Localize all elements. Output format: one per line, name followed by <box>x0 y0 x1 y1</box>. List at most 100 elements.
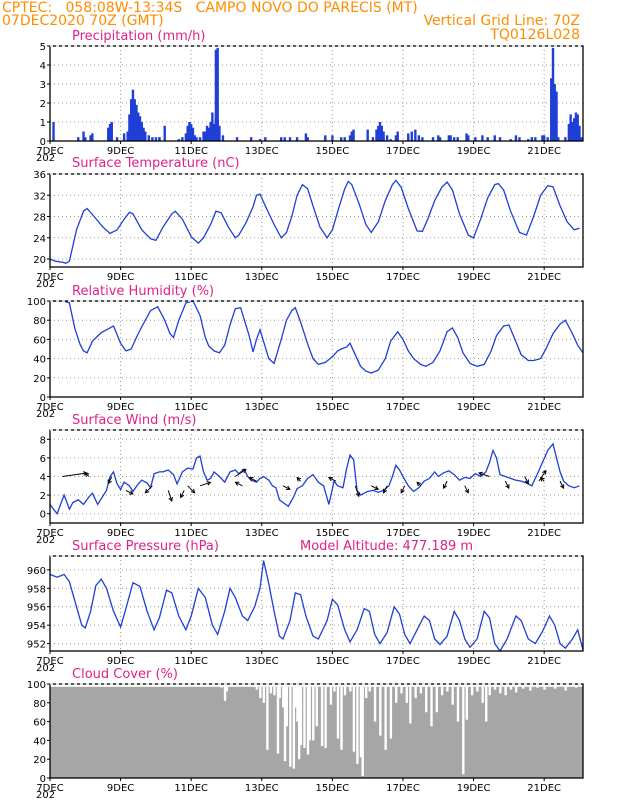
relative-humidity-ytick-4: 80 <box>33 316 46 327</box>
surface-wind-ytick-2: 4 <box>40 473 46 484</box>
cloud-cover-dip-38 <box>368 686 371 692</box>
surface-temperature-xtick-0: 7DEC <box>36 272 63 283</box>
precipitation-bar-63 <box>378 122 382 141</box>
precipitation-bar-108 <box>580 137 583 141</box>
cloud-cover-dip-56 <box>462 686 465 775</box>
cloud-cover-year-fragment: 202 <box>36 790 55 800</box>
relative-humidity-xtick-4: 15DEC <box>316 402 350 413</box>
cloud-cover-dip-66 <box>509 686 513 690</box>
precipitation-bar-27 <box>188 122 191 141</box>
cloud-cover-dip-61 <box>485 686 488 722</box>
precipitation-bar-102 <box>569 114 572 141</box>
precipitation-bar-87 <box>493 135 496 141</box>
header-model-id: TQ0126L028 <box>490 27 580 43</box>
precipitation-bar-110 <box>77 137 80 141</box>
precipitation-bar-94 <box>534 137 537 141</box>
surface-wind-wind-arrowhead-24 <box>524 479 529 485</box>
cloud-cover-dip-67 <box>515 686 518 693</box>
cloud-cover-dip-33 <box>352 686 356 752</box>
cloud-cover-ytick-0: 0 <box>40 774 46 785</box>
precipitation-bar-53 <box>331 135 334 141</box>
precipitation-bar-14 <box>137 112 140 141</box>
precipitation-bar-45 <box>264 137 267 141</box>
precipitation-bar-30 <box>193 135 196 141</box>
cloud-cover-xtick-7: 21DEC <box>527 783 561 794</box>
precipitation-bar-59 <box>366 129 369 141</box>
cloud-cover-dip-3 <box>255 686 258 690</box>
precipitation-bar-10 <box>129 99 133 141</box>
relative-humidity-series-line <box>50 300 584 374</box>
precipitation-bar-65 <box>382 131 385 141</box>
precipitation-bar-28 <box>189 123 193 141</box>
precipitation-bar-61 <box>375 129 378 141</box>
surface-pressure-ytick-4: 960 <box>27 566 46 577</box>
precipitation-bar-16 <box>140 122 143 141</box>
precipitation-bar-12 <box>133 99 136 141</box>
surface-wind-xtick-2: 11DEC <box>174 528 208 539</box>
surface-temperature-ytick-4: 36 <box>33 170 46 181</box>
cloud-cover-dip-44 <box>400 686 403 694</box>
surface-wind-wind-arrow-2 <box>107 476 113 484</box>
precipitation-bar-36 <box>209 122 212 141</box>
cloud-cover-dip-71 <box>543 686 546 690</box>
cloud-cover-dip-39 <box>373 686 377 722</box>
header-grid-line: Vertical Grid Line: 70Z <box>423 13 580 29</box>
cloud-cover-dip-27 <box>329 686 333 705</box>
cloud-cover-dip-12 <box>283 686 287 762</box>
cloud-cover-ytick-5: 100 <box>27 680 46 691</box>
cloud-cover-dip-42 <box>389 686 393 739</box>
surface-pressure-title: Surface Pressure (hPa) <box>72 539 219 554</box>
precipitation-bar-84 <box>474 137 477 141</box>
precipitation-xtick-0: 7DEC <box>36 146 63 157</box>
precipitation-bar-67 <box>389 139 392 141</box>
cloud-cover-dip-7 <box>269 686 273 694</box>
cloud-cover-dip-49 <box>425 686 428 713</box>
cloud-cover-dip-8 <box>273 686 276 696</box>
precipitation-year-fragment: 202 <box>36 153 55 164</box>
cloud-cover-dip-46 <box>409 686 412 724</box>
surface-wind-wind-arrowhead-6 <box>179 493 185 499</box>
precipitation-bar-105 <box>574 112 578 141</box>
precipitation-ytick-4: 4 <box>40 61 46 72</box>
surface-wind-wind-arrow-25 <box>538 470 547 482</box>
relative-humidity-ytick-2: 40 <box>33 355 46 366</box>
surface-pressure-xtick-4: 15DEC <box>316 656 350 667</box>
surface-temperature-title: Surface Temperature (nC) <box>72 156 240 171</box>
cloud-cover-dip-28 <box>333 686 336 692</box>
surface-temperature-year-fragment: 202 <box>36 279 55 290</box>
cloud-cover-dip-15 <box>292 686 296 769</box>
precipitation-bar-106 <box>576 114 579 141</box>
precipitation-bar-23 <box>177 139 181 141</box>
relative-humidity-xtick-2: 11DEC <box>174 402 208 413</box>
surface-pressure-panel: 952 954 956 958 960 7DEC 9DEC 11DEC 13DEC 15DEC 17… <box>27 539 584 674</box>
cloud-cover-dip-20 <box>303 686 306 748</box>
surface-temperature-frame <box>49 173 584 268</box>
precipitation-bar-80 <box>452 137 456 141</box>
cloud-cover-dip-60 <box>481 686 484 703</box>
relative-humidity-ytick-3: 60 <box>33 335 46 346</box>
precipitation-bar-49 <box>295 137 299 141</box>
surface-pressure-series-line <box>49 560 584 653</box>
precipitation-bar-88 <box>498 137 502 141</box>
precipitation-bar-90 <box>514 135 518 141</box>
surface-wind-wind-arrow-14 <box>328 477 337 482</box>
surface-wind-wind-arrowhead-18 <box>400 488 405 494</box>
precipitation-bar-72 <box>414 129 417 141</box>
precipitation-bar-71 <box>410 131 414 141</box>
surface-wind-wind-arrow-17 <box>383 485 388 494</box>
cloud-cover-dip-73 <box>564 686 567 691</box>
precipitation-bar-31 <box>198 137 202 141</box>
surface-temperature-xtick-6: 19DEC <box>457 272 491 283</box>
precipitation-bar-103 <box>571 122 574 141</box>
precipitation-bar-29 <box>191 127 195 141</box>
surface-wind-frame <box>49 429 584 524</box>
precipitation-bar-60 <box>371 137 375 141</box>
surface-pressure-ytick-3: 958 <box>27 584 46 595</box>
precipitation-bar-104 <box>572 118 576 141</box>
cloud-cover-dip-34 <box>356 686 359 764</box>
precipitation-bar-57 <box>350 131 353 141</box>
surface-pressure-ytick-2: 956 <box>27 603 46 614</box>
surface-wind-wind-arrow-18 <box>400 485 406 494</box>
cloud-cover-ytick-2: 40 <box>33 736 46 747</box>
cloud-cover-dip-0 <box>220 686 223 688</box>
